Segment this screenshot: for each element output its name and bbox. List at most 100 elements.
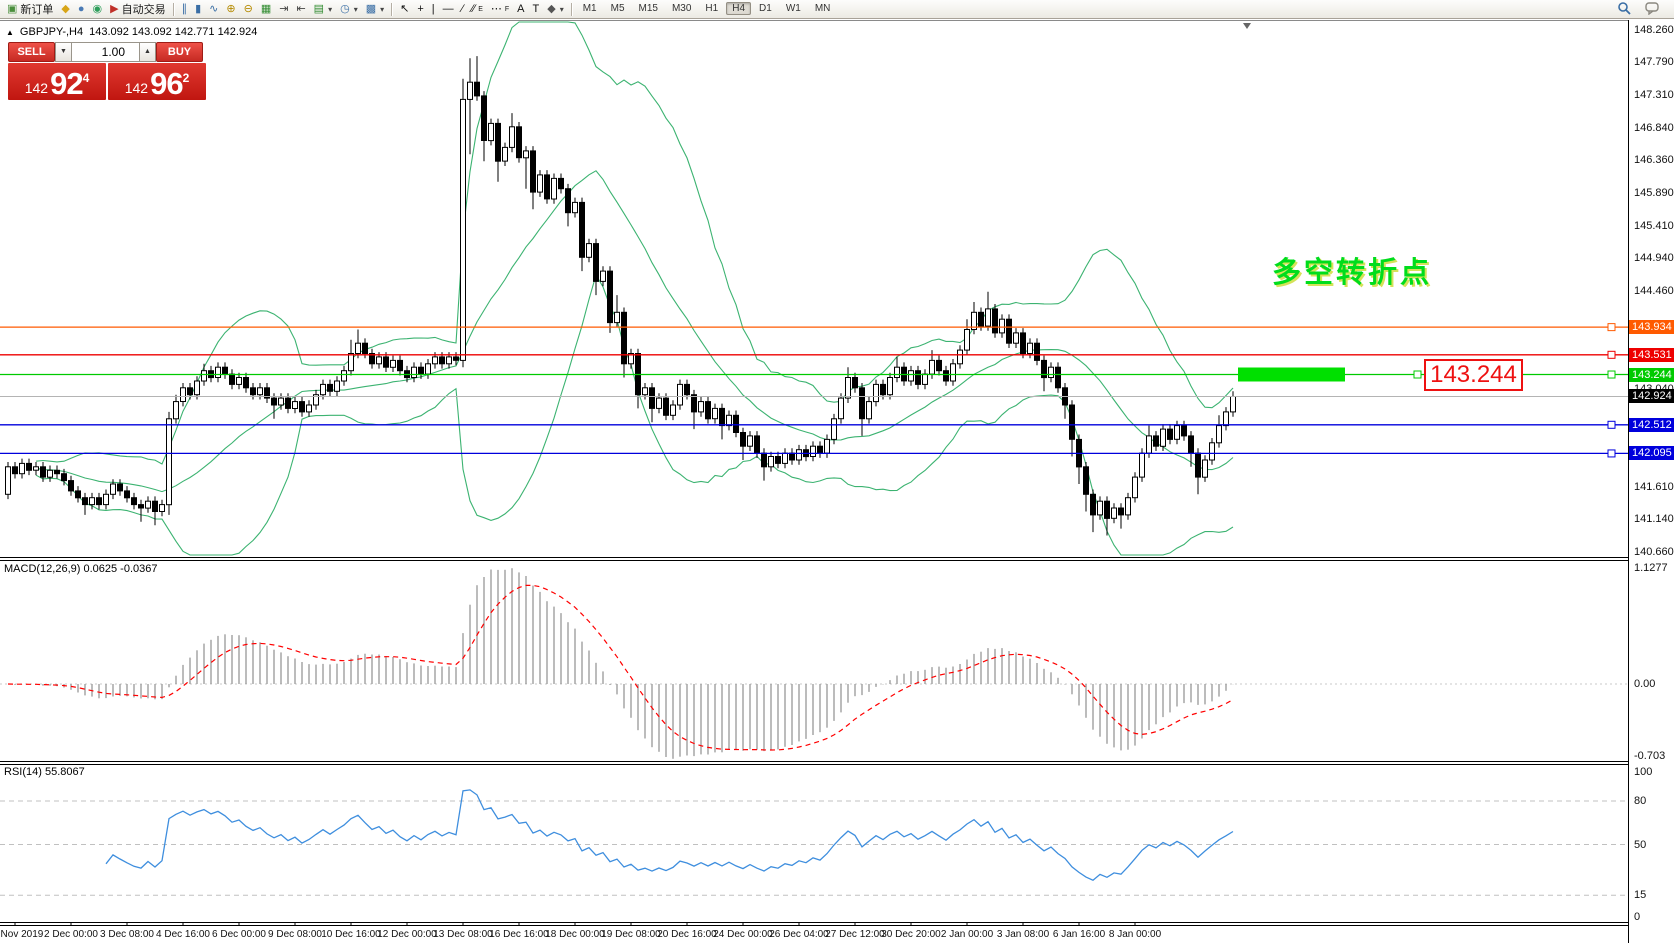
fibonacci-button[interactable]: ⋯ F bbox=[487, 1, 513, 18]
sell-price-point: 4 bbox=[82, 71, 90, 85]
panel-toggle-icon[interactable]: ▲ bbox=[6, 27, 14, 37]
level-line-143.934[interactable] bbox=[0, 323, 1628, 332]
time-axis-label: 27 Dec 12:00 bbox=[825, 929, 885, 940]
time-axis-label: 19 Dec 08:00 bbox=[601, 929, 661, 940]
macd-signal-line bbox=[7, 584, 1234, 751]
sell-price-display[interactable]: 142 92 4 bbox=[8, 63, 106, 100]
buy-price-prefix: 142 bbox=[124, 80, 149, 96]
timeframe-w1[interactable]: W1 bbox=[785, 3, 801, 14]
price-level-callout[interactable]: 143.244 bbox=[1424, 358, 1523, 391]
level-line-143.244[interactable] bbox=[0, 370, 1628, 379]
volume-down-button[interactable]: ▼ bbox=[55, 42, 72, 62]
chevron-down-icon[interactable]: ▾ bbox=[559, 4, 564, 14]
current-price-badge: 142.924 bbox=[1629, 389, 1674, 403]
time-axis-label: 20 Dec 16:00 bbox=[657, 929, 717, 940]
volume-input[interactable]: 1.00 bbox=[72, 42, 139, 62]
zoom-out-button[interactable]: ⊖ bbox=[240, 1, 257, 18]
time-axis-label: 10 Dec 16:00 bbox=[321, 929, 381, 940]
chat-icon[interactable] bbox=[1645, 1, 1660, 18]
sell-button[interactable]: SELL bbox=[8, 42, 55, 62]
label-button[interactable]: T bbox=[528, 1, 543, 18]
periods-button[interactable]: ◷ ▾ bbox=[336, 1, 362, 18]
timeframe-m15[interactable]: M15 bbox=[638, 3, 658, 14]
cursor-button[interactable]: ↖ bbox=[396, 1, 413, 18]
timeframe-h4[interactable]: H4 bbox=[726, 2, 752, 15]
turning-point-annotation[interactable]: 多空转折点 bbox=[1272, 256, 1433, 289]
autotrade-button[interactable]: ▶ 自动交易 bbox=[106, 1, 169, 18]
shapes-icon: ◆ bbox=[547, 2, 556, 15]
timeframe-m5[interactable]: M5 bbox=[610, 3, 625, 14]
timeframe-m1[interactable]: M1 bbox=[582, 3, 597, 14]
rsi-tick-label: 15 bbox=[1634, 889, 1647, 901]
time-axis-label: 6 Dec 00:00 bbox=[212, 929, 266, 940]
macd-label: MACD(12,26,9) 0.0625 -0.0367 bbox=[4, 563, 158, 575]
trendline-button[interactable]: ∕ bbox=[458, 1, 468, 18]
text-button[interactable]: A bbox=[513, 1, 528, 18]
chart-shift-button[interactable]: ⇤ bbox=[292, 1, 309, 18]
shapes-button[interactable]: ◆ ▾ bbox=[543, 1, 567, 18]
bar-chart-button[interactable]: ∥ bbox=[178, 1, 192, 18]
macd-tick-label: 0.00 bbox=[1634, 678, 1656, 690]
time-axis-label: 12 Dec 00:00 bbox=[377, 929, 437, 940]
chart-region: ▲ GBPJPY-,H4 143.092 143.092 142.771 142… bbox=[0, 20, 1674, 943]
time-axis-label: 16 Dec 16:00 bbox=[489, 929, 549, 940]
tile-windows-button[interactable]: ▦ bbox=[257, 1, 275, 18]
price-tick-label: 148.260 bbox=[1634, 24, 1674, 36]
new-order-icon: ▣ bbox=[7, 2, 18, 15]
new-chart-button[interactable]: ▤ ▾ bbox=[310, 1, 336, 18]
vertical-line-button[interactable]: | bbox=[428, 1, 439, 18]
sell-price-pips: 92 bbox=[50, 66, 83, 101]
line-chart-icon: ∿ bbox=[209, 2, 219, 15]
time-axis-label: 18 Dec 00:00 bbox=[545, 929, 605, 940]
price-axis: 148.260 147.790 147.310 146.840 146.360 145.8… bbox=[1628, 20, 1674, 943]
price-tick-label: 141.140 bbox=[1634, 513, 1674, 525]
fibonacci-icon: ⋯ bbox=[490, 2, 502, 15]
time-axis-label: 8 Jan 00:00 bbox=[1108, 929, 1162, 940]
chevron-down-icon[interactable]: ▾ bbox=[380, 4, 385, 14]
candles bbox=[5, 56, 1236, 536]
horizontal-line-button[interactable]: — bbox=[439, 1, 458, 18]
line-handle[interactable] bbox=[1413, 370, 1422, 379]
buy-price-display[interactable]: 142 96 2 bbox=[108, 63, 206, 100]
template-button[interactable]: ▩ ▾ bbox=[362, 1, 388, 18]
timeframe-m30[interactable]: M30 bbox=[671, 3, 692, 14]
price-tick-label: 147.790 bbox=[1634, 56, 1674, 68]
chevron-down-icon[interactable]: ▾ bbox=[328, 4, 333, 14]
volume-up-button[interactable]: ▲ bbox=[139, 42, 156, 62]
buy-button[interactable]: BUY bbox=[156, 42, 203, 62]
auto-scroll-button[interactable]: ⇥ bbox=[275, 1, 292, 18]
signals-button[interactable]: ◉ bbox=[89, 1, 107, 18]
time-axis-label: 9 Dec 08:00 bbox=[268, 929, 322, 940]
chart-shift-icon: ⇤ bbox=[296, 2, 306, 15]
chart-wizard-button[interactable]: ◆ bbox=[57, 1, 73, 18]
macd-tick-label: -0.703 bbox=[1634, 750, 1666, 762]
chart-shift-marker[interactable] bbox=[1243, 23, 1251, 29]
level-line-143.531[interactable] bbox=[0, 350, 1628, 359]
level-line-142.512[interactable] bbox=[0, 420, 1628, 429]
signals-icon: ◉ bbox=[92, 2, 103, 15]
chevron-down-icon[interactable]: ▾ bbox=[353, 4, 358, 14]
profile-button[interactable]: ● bbox=[74, 1, 89, 18]
new-order-button[interactable]: ▣ 新订单 bbox=[3, 1, 57, 18]
level-price-badge: 143.934 bbox=[1629, 320, 1674, 334]
chart-canvas[interactable] bbox=[0, 20, 1674, 943]
channel-button[interactable]: ∕∕ E bbox=[468, 1, 487, 18]
level-line-142.095[interactable] bbox=[0, 449, 1628, 458]
horizontal-line-icon: — bbox=[442, 2, 454, 15]
candlestick-chart-button[interactable]: ▮ bbox=[191, 1, 205, 18]
price-tick-label: 145.890 bbox=[1634, 187, 1674, 199]
timeframe-h1[interactable]: H1 bbox=[705, 3, 719, 14]
rsi-pane-content bbox=[0, 789, 1628, 896]
symbol-title: GBPJPY-,H4 bbox=[19, 26, 84, 38]
highlight-rectangle[interactable] bbox=[1238, 367, 1345, 382]
line-chart-button[interactable]: ∿ bbox=[205, 1, 222, 18]
rsi-tick-label: 100 bbox=[1634, 766, 1653, 778]
timeframe-d1[interactable]: D1 bbox=[759, 3, 772, 14]
zoom-in-button[interactable]: ⊕ bbox=[222, 1, 239, 18]
new-chart-icon: ▤ bbox=[313, 2, 325, 15]
crosshair-button[interactable]: + bbox=[413, 1, 427, 18]
search-icon[interactable] bbox=[1617, 1, 1631, 18]
macd-histogram bbox=[0, 568, 1628, 759]
timeframe-mn[interactable]: MN bbox=[814, 3, 831, 14]
toolbar-separator bbox=[172, 2, 175, 16]
